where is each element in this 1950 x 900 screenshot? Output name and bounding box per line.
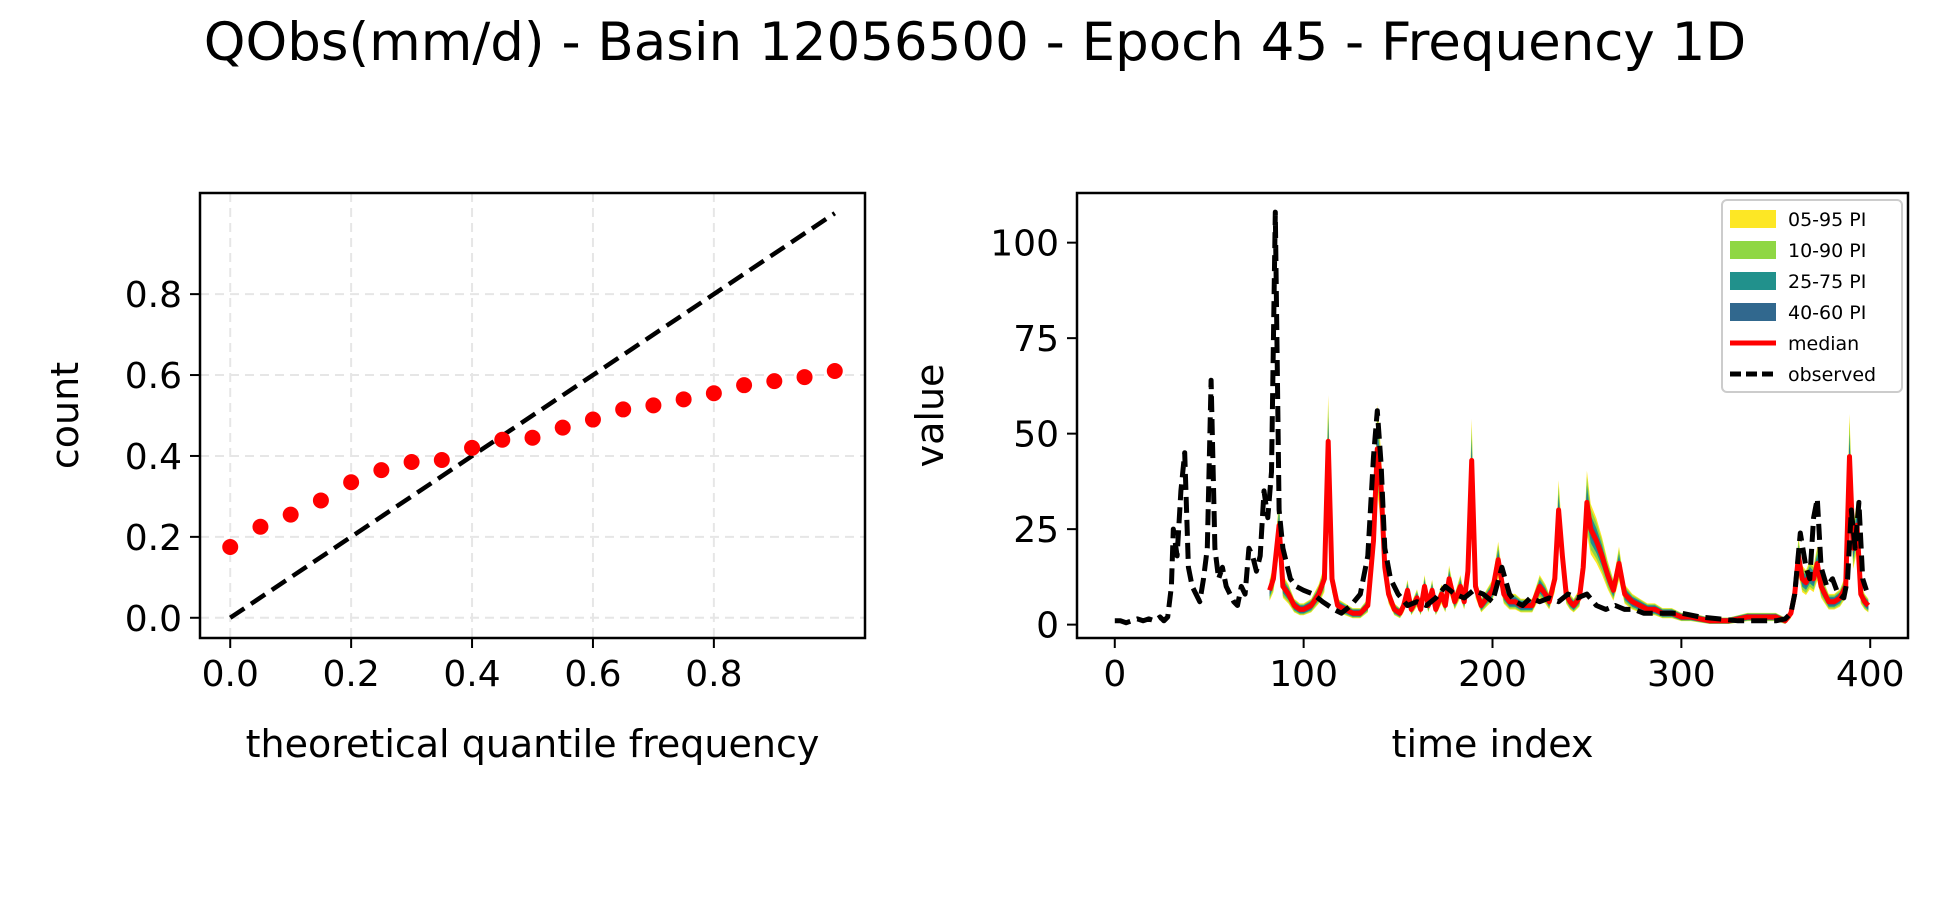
legend-swatch: [1730, 272, 1776, 290]
qq-y-axis-label: count: [43, 362, 87, 469]
qq-ticks: 0.0 0.2 0.4 0.6 0.8 0.0 0.2 0.4 0.6 0.8: [125, 275, 743, 695]
data-point: [252, 518, 269, 535]
data-point: [282, 506, 299, 523]
data-point: [826, 363, 843, 379]
legend-label: 10-90 PI: [1788, 240, 1866, 262]
legend-label: 40-60 PI: [1788, 302, 1866, 324]
data-point: [524, 429, 541, 446]
observed-line: [1114, 209, 1869, 626]
timeseries-y-axis-label: value: [908, 364, 952, 468]
y-tick-label: 0.0: [125, 599, 182, 640]
legend-label: observed: [1788, 364, 1876, 386]
y-tick-label: 0.2: [125, 518, 182, 559]
y-tick-label: 0.8: [125, 275, 182, 316]
x-tick-label: 0.8: [685, 654, 742, 695]
data-point: [554, 419, 571, 436]
y-tick-label: 100: [990, 224, 1059, 265]
y-tick-label: 0: [1036, 606, 1059, 647]
x-tick-label: 0.4: [443, 654, 500, 695]
data-point: [312, 492, 329, 509]
data-point: [433, 452, 450, 468]
x-tick-label: 0.0: [202, 654, 259, 695]
legend-label: 25-75 PI: [1788, 271, 1866, 293]
legend-swatch: [1730, 303, 1776, 321]
legend: 05-95 PI 10-90 PI 25-75 PI 40-60 PI median ob…: [1721, 199, 1903, 393]
x-tick-label: 300: [1647, 654, 1716, 695]
data-point: [403, 454, 420, 471]
data-point: [584, 411, 601, 428]
data-point: [645, 397, 662, 414]
timeseries-plot-area: [1114, 209, 1871, 626]
data-point: [736, 377, 753, 394]
y-tick-label: 0.6: [125, 356, 182, 397]
data-point: [464, 439, 481, 456]
x-tick-label: 200: [1458, 654, 1527, 695]
data-point: [343, 474, 360, 491]
legend-swatch: [1730, 241, 1776, 259]
y-tick-label: 25: [1013, 510, 1059, 551]
legend-label: median: [1788, 333, 1859, 355]
qq-plot-panel: 0.0 0.2 0.4 0.6 0.8 0.0 0.2 0.4 0.6 0.8 theoretic…: [43, 191, 867, 766]
figure-title: QObs(mm/d) - Basin 12056500 - Epoch 45 -…: [204, 12, 1746, 73]
data-point: [796, 369, 813, 386]
timeseries-x-axis-label: time index: [1392, 722, 1594, 766]
qq-gridlines: [200, 193, 865, 638]
legend-swatch: [1730, 210, 1776, 228]
qq-axes-frame: [198, 191, 867, 640]
y-tick-label: 75: [1013, 319, 1059, 360]
timeseries-panel: 0 100 200 300 400 0 25 50 75 100 time index value…: [908, 191, 1910, 766]
data-point: [494, 431, 511, 448]
x-tick-label: 0: [1103, 654, 1126, 695]
data-point: [766, 373, 783, 390]
data-point: [615, 401, 632, 418]
qq-x-axis-label: theoretical quantile frequency: [246, 722, 820, 766]
qq-plot-area: [222, 211, 843, 620]
legend-label: 05-95 PI: [1788, 209, 1866, 231]
y-tick-label: 0.4: [125, 437, 182, 478]
data-point: [373, 462, 390, 479]
data-point: [675, 391, 692, 408]
x-tick-label: 100: [1269, 654, 1338, 695]
x-tick-label: 400: [1836, 654, 1905, 695]
y-tick-label: 50: [1013, 415, 1059, 456]
data-point: [705, 385, 722, 402]
reference-diagonal-line: [228, 211, 837, 620]
timeseries-ticks: 0 100 200 300 400 0 25 50 75 100: [990, 224, 1904, 695]
x-tick-label: 0.6: [564, 654, 621, 695]
data-point: [222, 538, 239, 555]
x-tick-label: 0.2: [323, 654, 380, 695]
